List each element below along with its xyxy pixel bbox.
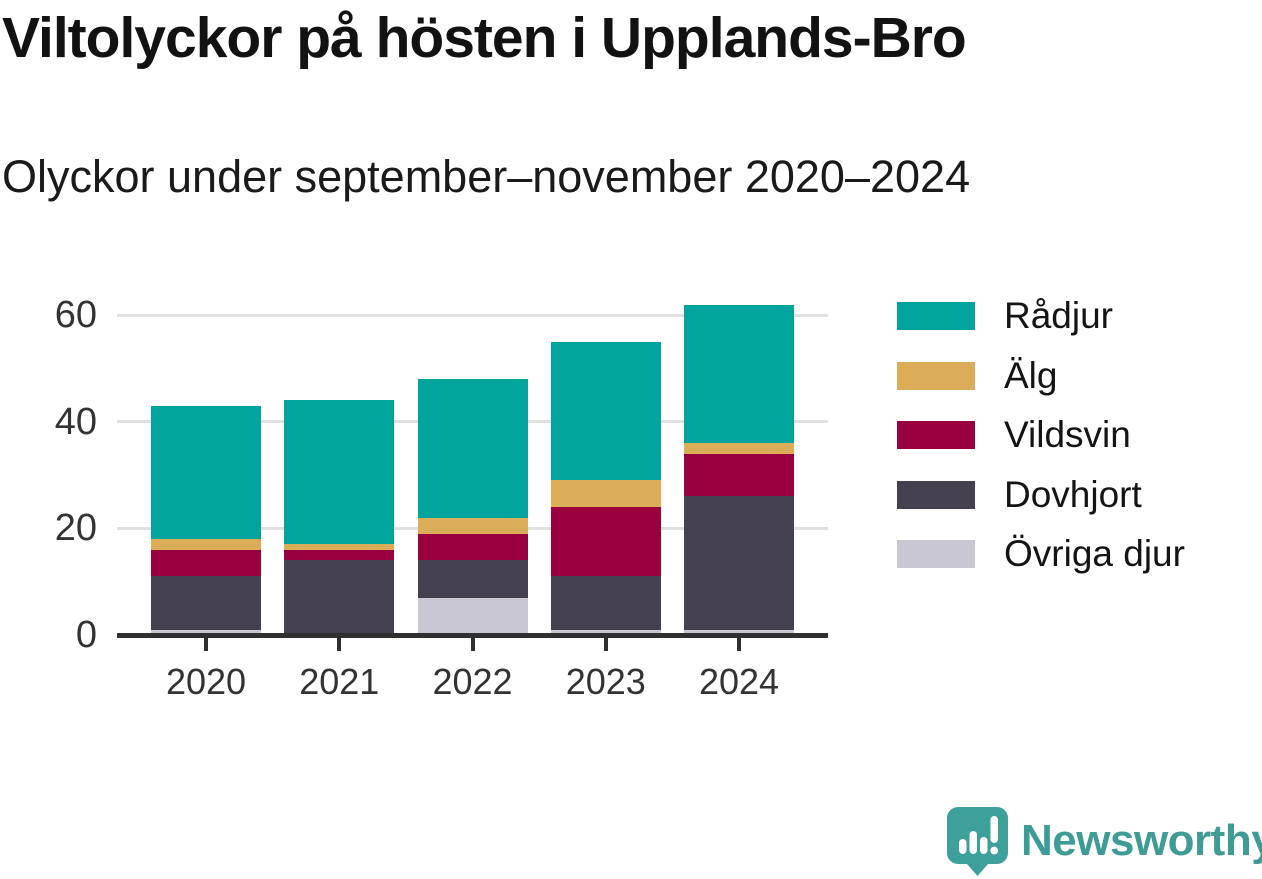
legend-swatch-radjur [897,302,975,330]
bar-segment-dovhjort-2020 [151,576,261,630]
legend-label-vildsvin: Vildsvin [1004,414,1131,455]
newsworthy-wordmark: Newsworthy [1021,816,1262,865]
bar-segment-radjur-2024 [684,304,794,444]
x-axis-label-2024: 2024 [698,661,780,702]
y-axis-label-0: 0 [75,614,97,656]
bar-segment-ovriga-djur-2024 [684,629,794,635]
bar-segment-radjur-2023 [550,341,661,481]
bar-segment-dovhjort-2023 [550,576,661,630]
x-axis-tick-2022 [470,637,475,651]
bar-segment-vildsvin-2022 [417,533,528,561]
y-axis-label-40: 40 [54,400,97,443]
gridline-60 [117,313,828,317]
bar-segment-dovhjort-2021 [284,560,395,635]
chart-title: Viltolyckor på hösten i Upplands-Bro [2,6,967,70]
bar-segment-ovriga-djur-2023 [550,629,661,635]
legend-item-ovriga-djur: Övriga djur [897,532,1185,576]
bar-segment-radjur-2021 [284,400,395,545]
x-axis-label-2023: 2023 [565,661,646,702]
x-axis-tick-2020 [204,637,208,651]
bar-segment-alg-2021 [284,544,395,550]
bar-segment-vildsvin-2020 [151,549,261,577]
y-axis-label-20: 20 [54,507,97,550]
bar-segment-radjur-2022 [417,379,528,518]
legend-label-alg: Älg [1004,354,1058,396]
legend-item-dovhjort: Dovhjort [897,473,1142,517]
bar-segment-vildsvin-2024 [684,453,794,497]
bar-segment-ovriga-djur-2022 [417,597,528,635]
bar-segment-alg-2024 [684,443,794,454]
x-axis-label-2020: 2020 [165,661,247,702]
legend-item-alg: Älg [897,354,1057,398]
legend-label-radjur: Rådjur [1004,295,1113,336]
chart-subtitle: Olyckor under september–november 2020–20… [2,151,971,202]
bar-segment-vildsvin-2023 [550,507,661,577]
legend-swatch-vildsvin [897,421,975,449]
x-axis-tick-2023 [603,637,608,651]
x-axis-label-2021: 2021 [299,661,380,702]
legend-item-radjur: Rådjur [897,294,1113,338]
x-axis-tick-2024 [737,637,741,651]
bar-segment-alg-2020 [151,539,261,550]
bar-segment-radjur-2020 [151,405,261,540]
bar-segment-dovhjort-2024 [684,496,794,630]
bar-segment-ovriga-djur-2020 [151,629,261,635]
bar-segment-dovhjort-2022 [417,560,528,598]
legend-label-ovriga-djur: Övriga djur [1004,533,1185,574]
legend-swatch-ovriga-djur [897,540,975,568]
y-axis-label-60: 60 [54,294,97,337]
x-axis-line [117,632,828,638]
x-axis-tick-2021 [337,637,342,651]
newsworthy-logo: Newsworthy [946,806,1262,876]
newsworthy-bar-chart-icon [946,806,1009,876]
bar-segment-alg-2022 [417,517,528,534]
bar-segment-alg-2023 [550,480,661,508]
bar-segment-vildsvin-2021 [284,549,395,561]
legend-swatch-alg [897,361,975,390]
legend-swatch-dovhjort [897,480,975,509]
legend-item-vildsvin: Vildsvin [897,413,1131,457]
legend-label-dovhjort: Dovhjort [1004,473,1142,515]
x-axis-label-2022: 2022 [432,661,513,702]
